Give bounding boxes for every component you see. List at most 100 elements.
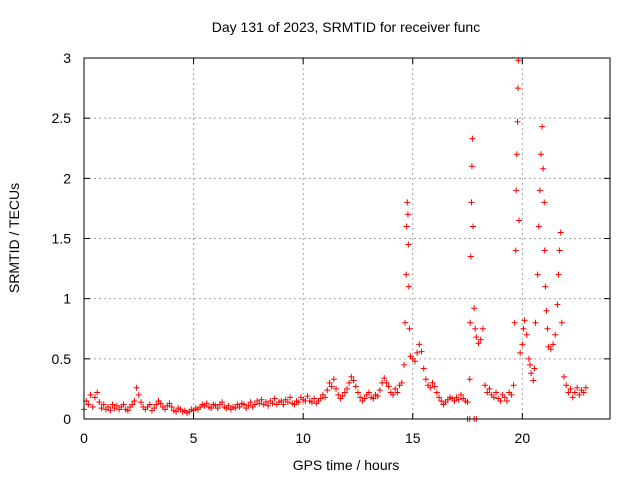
data-point	[519, 341, 526, 348]
data-point	[501, 394, 508, 401]
data-point	[567, 385, 574, 392]
data-point	[560, 373, 567, 380]
data-point	[535, 223, 542, 230]
grid-lines	[84, 58, 610, 419]
data-point	[550, 341, 557, 348]
data-point	[394, 389, 401, 396]
data-point	[153, 401, 160, 408]
data-point	[278, 397, 285, 404]
data-point	[404, 211, 411, 218]
data-point	[541, 247, 548, 254]
data-point	[124, 407, 131, 414]
data-point	[333, 385, 340, 392]
data-point	[414, 349, 421, 356]
data-point	[477, 336, 484, 343]
data-point	[357, 394, 364, 401]
data-point	[350, 377, 357, 384]
data-point	[87, 391, 94, 398]
data-point	[472, 325, 479, 332]
data-point	[162, 406, 169, 413]
data-point	[352, 383, 359, 390]
data-point	[339, 393, 346, 400]
y-tick-label: 2	[63, 170, 71, 186]
data-point	[89, 403, 96, 410]
axis-ticks	[83, 57, 610, 420]
data-point	[490, 394, 497, 401]
data-point	[438, 397, 445, 404]
data-point	[317, 395, 324, 402]
data-point	[469, 135, 476, 142]
data-point	[105, 403, 112, 410]
data-point	[131, 397, 138, 404]
data-point	[542, 283, 549, 290]
data-point	[547, 346, 554, 353]
data-point	[107, 407, 114, 414]
data-point	[541, 199, 548, 206]
data-point	[146, 401, 153, 408]
x-axis-label: GPS time / hours	[293, 457, 400, 473]
data-point	[295, 399, 302, 406]
data-point	[554, 301, 561, 308]
data-point	[311, 395, 318, 402]
data-point	[514, 85, 521, 92]
data-point	[431, 383, 438, 390]
data-point	[537, 151, 544, 158]
data-point	[203, 400, 210, 407]
data-point	[240, 401, 247, 408]
data-point	[245, 402, 252, 409]
data-point	[406, 325, 413, 332]
data-point	[418, 348, 425, 355]
data-point	[137, 399, 144, 406]
data-point	[133, 384, 140, 391]
data-point	[258, 396, 265, 403]
data-point	[467, 253, 474, 260]
data-point	[580, 389, 587, 396]
data-point	[467, 319, 474, 326]
data-point	[468, 163, 475, 170]
data-point	[390, 391, 397, 398]
data-point	[376, 387, 383, 394]
data-point	[256, 400, 263, 407]
data-point	[96, 399, 103, 406]
data-point	[427, 384, 434, 391]
data-point	[527, 361, 534, 368]
data-point	[269, 400, 276, 407]
data-point	[556, 247, 563, 254]
data-point	[374, 393, 381, 400]
data-point	[113, 402, 120, 409]
data-point	[555, 271, 562, 278]
data-point	[411, 358, 418, 365]
data-point	[236, 403, 243, 410]
data-point	[91, 394, 98, 401]
data-point	[558, 319, 565, 326]
data-point	[457, 391, 464, 398]
data-points	[81, 57, 589, 422]
data-point	[232, 405, 239, 412]
data-point	[280, 401, 287, 408]
data-point	[521, 317, 528, 324]
data-point	[429, 379, 436, 386]
data-point	[512, 247, 519, 254]
data-point	[540, 165, 547, 172]
data-point	[265, 402, 272, 409]
y-tick-label: 1	[63, 291, 71, 307]
tick-labels: 0 5 10 15 20 0 0.5 1 1.5 2 2.5 3	[52, 50, 531, 446]
data-point	[471, 305, 478, 312]
data-point	[510, 382, 517, 389]
y-axis-label: SRMTID / TECUs	[6, 183, 22, 293]
data-point	[151, 405, 158, 412]
data-point	[532, 319, 539, 326]
data-point	[486, 385, 493, 392]
chart-title: Day 131 of 2023, SRMTID for receiver fun…	[212, 19, 480, 35]
data-point	[513, 151, 520, 158]
data-point	[508, 391, 515, 398]
data-point	[365, 389, 372, 396]
data-point	[308, 399, 315, 406]
data-point	[451, 397, 458, 404]
data-point	[109, 401, 116, 408]
data-point	[322, 394, 329, 401]
data-point	[544, 325, 551, 332]
data-point	[383, 379, 390, 386]
data-point	[85, 401, 92, 408]
